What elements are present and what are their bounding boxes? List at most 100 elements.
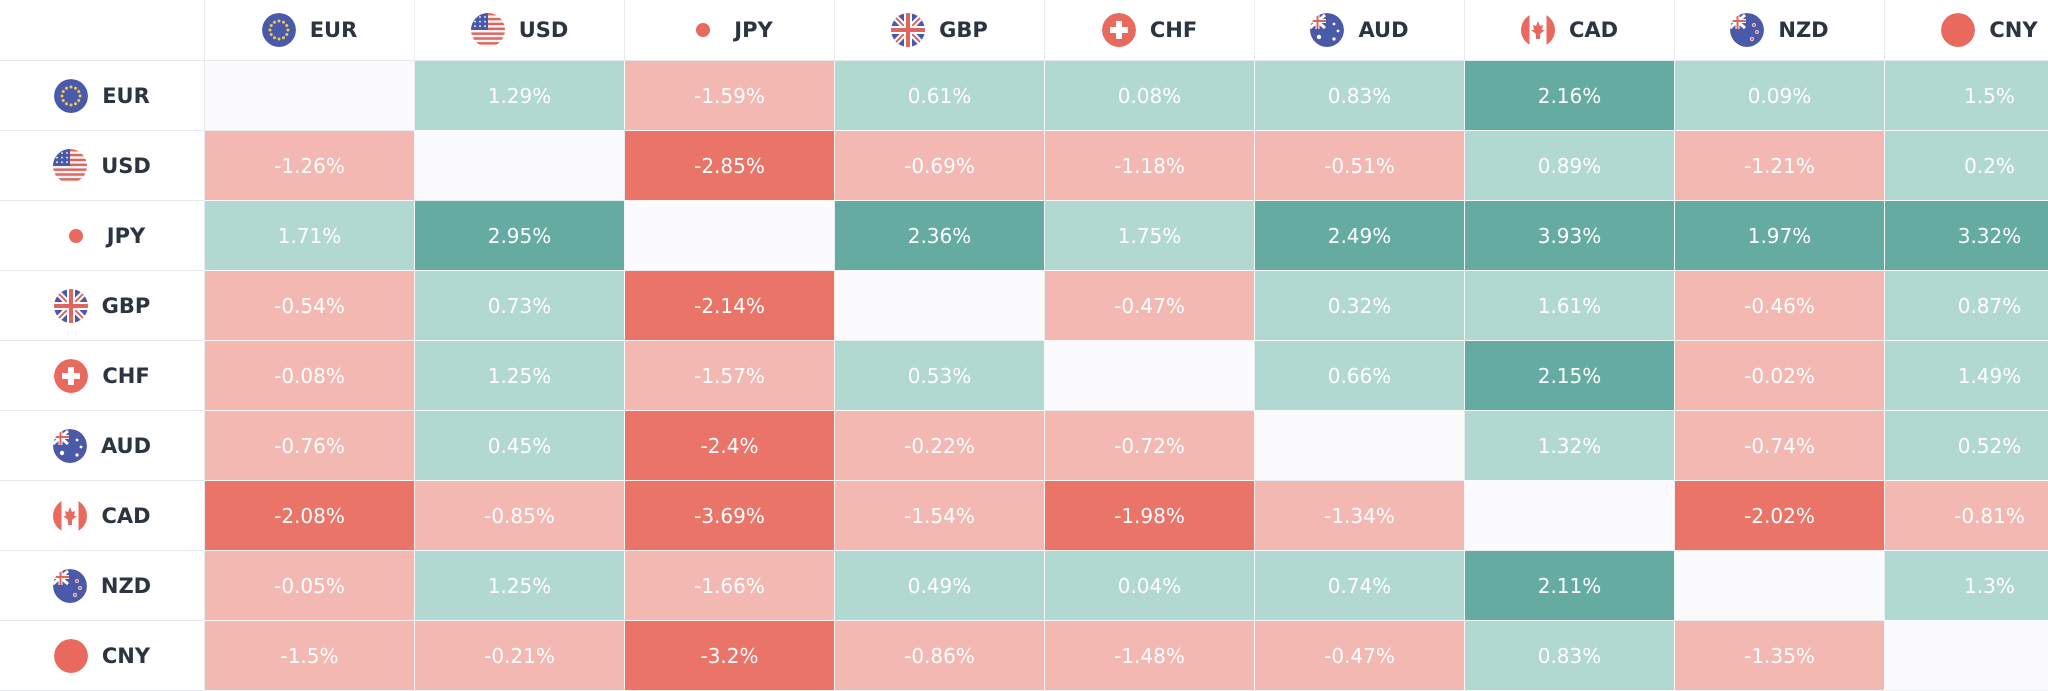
heatmap-cell[interactable]: -1.35% [1675,621,1885,691]
heatmap-cell[interactable]: -0.08% [205,341,415,411]
row-header-cad[interactable]: CAD [0,481,205,551]
heatmap-cell[interactable]: -1.34% [1255,481,1465,551]
heatmap-cell-empty [415,131,625,201]
heatmap-cell[interactable]: -0.74% [1675,411,1885,481]
column-header-nzd[interactable]: NZD [1675,0,1885,61]
heatmap-cell[interactable]: -0.85% [415,481,625,551]
heatmap-cell[interactable]: 2.36% [835,201,1045,271]
heatmap-cell[interactable]: 0.45% [415,411,625,481]
heatmap-cell[interactable]: 0.74% [1255,551,1465,621]
column-header-label: AUD [1358,18,1409,42]
heatmap-cell[interactable]: -0.02% [1675,341,1885,411]
heatmap-cell[interactable]: 0.89% [1465,131,1675,201]
heatmap-cell[interactable]: -0.47% [1255,621,1465,691]
heatmap-cell[interactable]: 0.04% [1045,551,1255,621]
heatmap-cell[interactable]: -0.69% [835,131,1045,201]
heatmap-cell[interactable]: 0.32% [1255,271,1465,341]
heatmap-cell[interactable]: 0.66% [1255,341,1465,411]
heatmap-cell[interactable]: -0.21% [415,621,625,691]
heatmap-cell[interactable]: -0.05% [205,551,415,621]
heatmap-cell[interactable]: -1.59% [625,61,835,131]
heatmap-cell[interactable]: 1.71% [205,201,415,271]
column-header-usd[interactable]: USD [415,0,625,61]
heatmap-cell[interactable]: 1.25% [415,341,625,411]
heatmap-cell[interactable]: 1.97% [1675,201,1885,271]
column-header-chf[interactable]: CHF [1045,0,1255,61]
heatmap-cell[interactable]: -2.14% [625,271,835,341]
heatmap-cell[interactable]: 0.87% [1885,271,2048,341]
ca-flag-icon [1520,13,1555,47]
heatmap-cell-empty [835,271,1045,341]
heatmap-cell[interactable]: 0.49% [835,551,1045,621]
heatmap-cell[interactable]: 0.2% [1885,131,2048,201]
heatmap-cell[interactable]: -0.76% [205,411,415,481]
column-header-jpy[interactable]: JPY [625,0,835,61]
heatmap-cell[interactable]: -1.21% [1675,131,1885,201]
row-header-label: CAD [101,503,151,528]
column-header-cny[interactable]: CNY [1885,0,2048,61]
heatmap-cell[interactable]: 0.83% [1465,621,1675,691]
row-header-label: USD [101,153,151,178]
heatmap-cell[interactable]: -0.54% [205,271,415,341]
heatmap-cell[interactable]: -1.57% [625,341,835,411]
row-header-jpy[interactable]: JPY [0,201,205,271]
au-flag-icon [52,428,87,463]
heatmap-cell[interactable]: 2.49% [1255,201,1465,271]
column-header-cad[interactable]: CAD [1465,0,1675,61]
heatmap-cell[interactable]: -0.81% [1885,481,2048,551]
heatmap-cell[interactable]: -2.02% [1675,481,1885,551]
heatmap-cell[interactable]: 0.09% [1675,61,1885,131]
heatmap-cell[interactable]: 2.16% [1465,61,1675,131]
heatmap-cell[interactable]: 1.25% [415,551,625,621]
heatmap-cell[interactable]: -0.47% [1045,271,1255,341]
heatmap-cell[interactable]: -1.54% [835,481,1045,551]
row-header-gbp[interactable]: GBP [0,271,205,341]
heatmap-cell[interactable]: -1.98% [1045,481,1255,551]
heatmap-cell[interactable]: -0.51% [1255,131,1465,201]
heatmap-cell[interactable]: 0.73% [415,271,625,341]
heatmap-cell[interactable]: 3.32% [1885,201,2048,271]
us-flag-icon [470,13,505,47]
heatmap-cell[interactable]: 0.52% [1885,411,2048,481]
column-header-gbp[interactable]: GBP [835,0,1045,61]
heatmap-cell[interactable]: 1.75% [1045,201,1255,271]
row-header-chf[interactable]: CHF [0,341,205,411]
heatmap-cell[interactable]: -0.72% [1045,411,1255,481]
row-header-eur[interactable]: EUR [0,61,205,131]
heatmap-cell[interactable]: 1.29% [415,61,625,131]
heatmap-cell[interactable]: -3.2% [625,621,835,691]
heatmap-cell[interactable]: 1.5% [1885,61,2048,131]
heatmap-cell[interactable]: 1.61% [1465,271,1675,341]
heatmap-cell[interactable]: 0.08% [1045,61,1255,131]
heatmap-cell[interactable]: 2.15% [1465,341,1675,411]
heatmap-cell[interactable]: -2.4% [625,411,835,481]
heatmap-cell[interactable]: -0.46% [1675,271,1885,341]
heatmap-cell[interactable]: 1.49% [1885,341,2048,411]
heatmap-cell[interactable]: -1.18% [1045,131,1255,201]
heatmap-cell[interactable]: -1.5% [205,621,415,691]
heatmap-cell[interactable]: 0.83% [1255,61,1465,131]
heatmap-cell[interactable]: -1.26% [205,131,415,201]
heatmap-cell[interactable]: -1.48% [1045,621,1255,691]
heatmap-cell[interactable]: 1.32% [1465,411,1675,481]
heatmap-cell[interactable]: -2.08% [205,481,415,551]
row-header-label: CNY [101,643,151,668]
row-header-usd[interactable]: USD [0,131,205,201]
heatmap-cell[interactable]: 3.93% [1465,201,1675,271]
column-header-label: CHF [1149,18,1198,42]
column-header-eur[interactable]: EUR [205,0,415,61]
row-header-aud[interactable]: AUD [0,411,205,481]
heatmap-cell[interactable]: 1.3% [1885,551,2048,621]
column-header-aud[interactable]: AUD [1255,0,1465,61]
heatmap-cell[interactable]: -0.86% [835,621,1045,691]
row-header-cny[interactable]: CNY [0,621,205,691]
heatmap-cell[interactable]: 2.95% [415,201,625,271]
heatmap-cell[interactable]: 2.11% [1465,551,1675,621]
heatmap-cell[interactable]: 0.61% [835,61,1045,131]
heatmap-cell[interactable]: -0.22% [835,411,1045,481]
row-header-nzd[interactable]: NZD [0,551,205,621]
heatmap-cell[interactable]: -2.85% [625,131,835,201]
heatmap-cell[interactable]: 0.53% [835,341,1045,411]
heatmap-cell[interactable]: -3.69% [625,481,835,551]
heatmap-cell[interactable]: -1.66% [625,551,835,621]
